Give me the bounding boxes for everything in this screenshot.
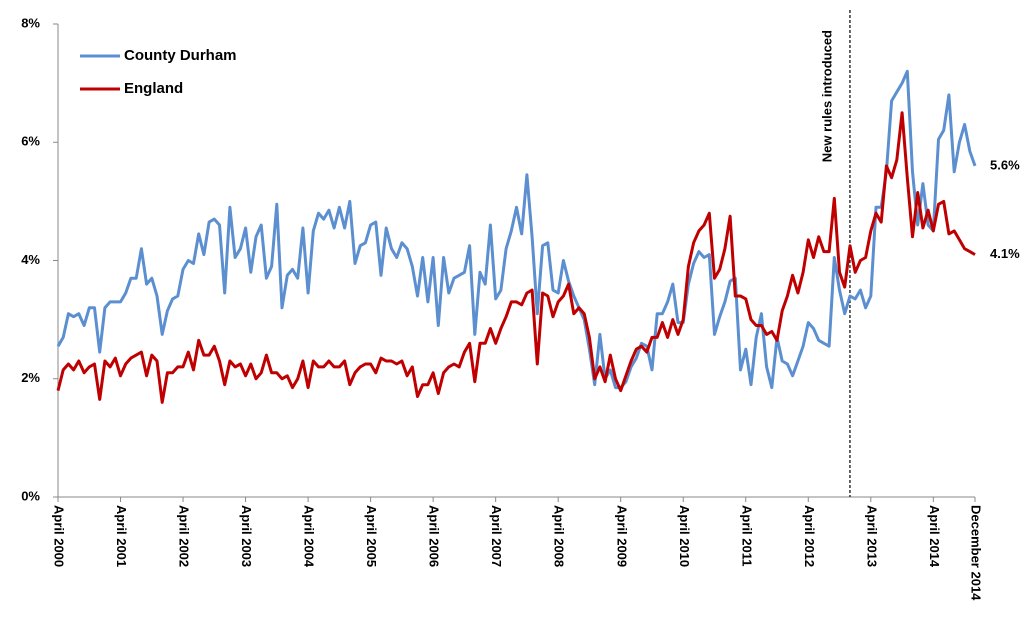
x-tick-label: April 2012 [802, 505, 817, 567]
x-tick-label: April 2006 [427, 505, 442, 567]
series-line [56, 111, 976, 404]
x-tick-label: April 2001 [114, 505, 129, 567]
y-tick-label: 2% [21, 370, 40, 385]
y-tick-label: 6% [21, 134, 40, 149]
x-tick-label: April 2000 [52, 505, 67, 567]
x-tick-label: April 2004 [302, 505, 317, 568]
y-tick-label: 0% [21, 488, 40, 503]
y-tick-label: 8% [21, 15, 40, 30]
x-tick-label: April 2009 [614, 505, 629, 567]
x-tick-label: April 2010 [677, 505, 692, 567]
x-tick-label: April 2014 [927, 505, 942, 568]
y-tick-label: 4% [21, 252, 40, 267]
x-tick-label: December 2014 [969, 505, 984, 601]
series-line [56, 69, 977, 390]
x-tick-label: April 2008 [552, 505, 567, 567]
end-label: 4.1% [990, 246, 1020, 261]
x-tick-label: April 2005 [364, 505, 379, 567]
x-tick-label: April 2013 [864, 505, 879, 567]
annotation-text: New rules introduced [819, 30, 834, 162]
end-label: 5.6% [990, 157, 1020, 172]
legend-label: County Durham [124, 47, 237, 64]
x-tick-label: April 2011 [739, 505, 754, 566]
legend-label: England [124, 80, 183, 97]
x-tick-label: April 2002 [177, 505, 192, 567]
x-tick-label: April 2007 [489, 505, 504, 567]
x-tick-label: April 2003 [239, 505, 254, 567]
